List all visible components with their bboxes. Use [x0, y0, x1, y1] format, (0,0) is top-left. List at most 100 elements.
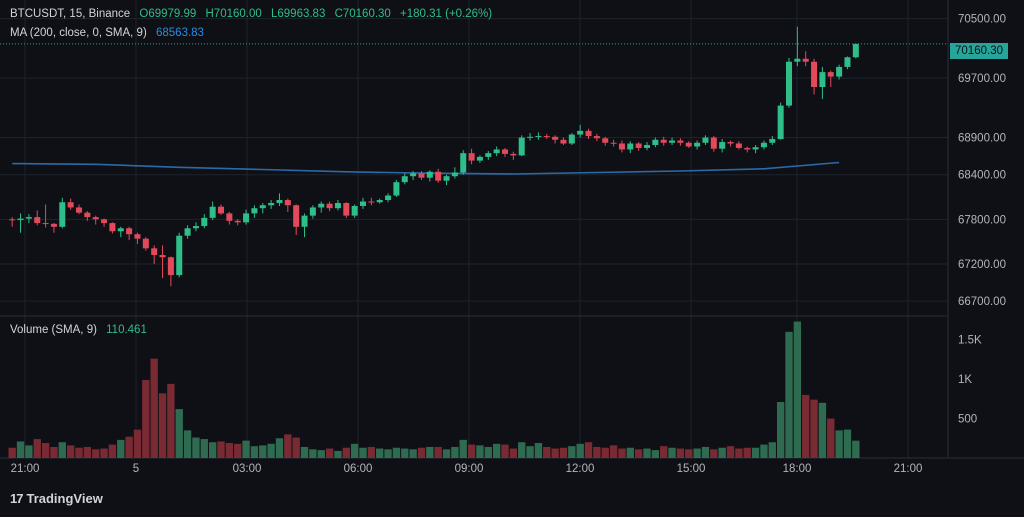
candle-body: [301, 215, 308, 227]
candle: [134, 232, 141, 244]
candle-body: [176, 235, 183, 276]
candle-body: [126, 228, 133, 235]
candle: [610, 139, 617, 147]
candle: [493, 146, 500, 157]
candle-body: [744, 147, 751, 150]
volume-bar: [284, 434, 292, 458]
candle: [109, 222, 116, 234]
candle: [376, 198, 383, 204]
candle: [25, 214, 32, 224]
tradingview-icon: 17: [10, 491, 24, 506]
volume-bar: [267, 443, 275, 458]
time-tick-label: 06:00: [344, 463, 373, 475]
candle: [226, 211, 233, 225]
volume-bar: [593, 446, 601, 458]
volume-bar: [559, 447, 568, 458]
candle-body: [660, 139, 667, 143]
volume-bar: [242, 440, 250, 458]
candle-body: [376, 200, 383, 203]
candle: [426, 170, 433, 182]
volume-bar: [660, 446, 668, 458]
candle-body: [510, 153, 517, 156]
volume-bar: [275, 438, 284, 458]
candle-body: [719, 142, 726, 149]
volume-bar: [442, 449, 451, 458]
candle-body: [735, 143, 742, 148]
candles: [9, 26, 859, 287]
candle: [535, 132, 542, 140]
candle: [844, 56, 851, 70]
candle-body: [351, 205, 358, 216]
candle-body: [17, 218, 24, 221]
volume-bar: [526, 446, 534, 458]
volume-bar: [843, 429, 852, 458]
candle: [117, 226, 124, 238]
candle: [101, 218, 108, 227]
candle-body: [618, 143, 625, 150]
time-tick-label: 21:00: [11, 463, 40, 475]
time-tick-label: 18:00: [783, 463, 812, 475]
candle: [251, 205, 258, 218]
volume-bar: [726, 446, 735, 458]
brand-logo[interactable]: 17 TradingView: [10, 491, 103, 506]
volume-bar: [208, 442, 217, 458]
candle-body: [201, 217, 208, 227]
volume-legend[interactable]: Volume (SMA, 9) 110.461: [10, 324, 153, 336]
volume-bar: [618, 448, 626, 458]
volume-bar: [735, 448, 743, 458]
candle-body: [836, 66, 843, 77]
candle-body: [460, 153, 467, 173]
volume-bar: [392, 447, 401, 458]
volume-label: Volume (SMA, 9): [10, 324, 97, 336]
volume-bar: [100, 448, 108, 458]
volume-bar: [492, 443, 501, 458]
volume-bar: [776, 402, 785, 458]
volume-bar: [350, 443, 359, 458]
volume-bar: [810, 399, 818, 458]
candle-body: [34, 217, 41, 224]
candle: [677, 138, 684, 146]
volume-bar: [417, 447, 426, 458]
candle-body: [702, 137, 709, 143]
candle-body: [443, 176, 450, 181]
candle: [67, 198, 74, 210]
candle-body: [25, 217, 32, 219]
candle: [151, 245, 158, 264]
candle-body: [527, 136, 534, 138]
volume-bar: [543, 446, 551, 458]
volume-bar: [568, 446, 576, 458]
volume-tick-label: 500: [958, 414, 977, 426]
volume-bar: [551, 448, 559, 458]
candle: [243, 209, 250, 225]
volume-bar: [175, 409, 183, 458]
candle: [9, 217, 16, 227]
candle-body: [552, 136, 559, 140]
candle: [794, 26, 801, 67]
price-tick-label: 68900.00: [958, 133, 1006, 145]
ma-label: MA (200, close, 0, SMA, 9): [10, 27, 147, 39]
candle-body: [752, 147, 759, 150]
price-tick-label: 68400.00: [958, 170, 1006, 182]
volume-bar: [309, 449, 317, 458]
candle: [760, 140, 767, 150]
ma-legend[interactable]: MA (200, close, 0, SMA, 9) 68563.83: [10, 27, 210, 39]
symbol-legend[interactable]: BTCUSDT, 15, Binance O69979.99 H70160.00…: [10, 8, 498, 20]
candle: [585, 128, 592, 140]
time-tick-label: 5: [133, 463, 139, 475]
volume-bar: [584, 442, 593, 458]
volume-bar: [501, 444, 509, 458]
volume-bar: [634, 449, 643, 458]
volume-bar: [518, 442, 526, 458]
candle-body: [811, 61, 818, 87]
volume-bar: [751, 447, 760, 458]
volume-bar: [300, 446, 309, 458]
candle-body: [560, 139, 567, 144]
candle-body: [710, 137, 717, 149]
candle: [811, 58, 818, 95]
symbol-name[interactable]: BTCUSDT, 15, Binance: [10, 8, 131, 20]
candle: [17, 213, 24, 233]
volume-bar: [150, 358, 158, 458]
candle-body: [643, 144, 651, 148]
volume-bar: [183, 430, 192, 458]
